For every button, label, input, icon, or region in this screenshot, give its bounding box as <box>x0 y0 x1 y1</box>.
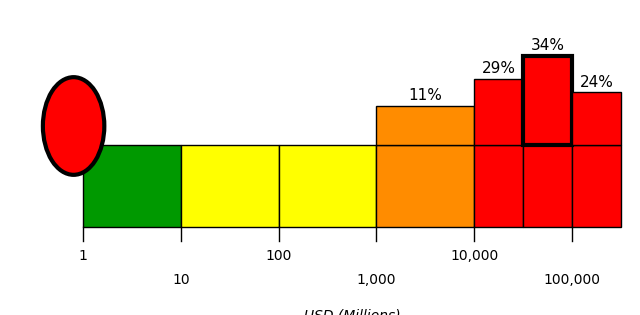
Bar <box>181 146 278 227</box>
Text: 100: 100 <box>266 249 292 263</box>
Bar <box>376 146 474 227</box>
Text: 10: 10 <box>172 273 189 287</box>
Text: USD (Millions): USD (Millions) <box>304 309 400 315</box>
Bar <box>572 92 621 146</box>
Bar <box>376 106 474 146</box>
Text: 1: 1 <box>79 249 88 263</box>
Text: 34%: 34% <box>531 38 564 53</box>
Text: 11%: 11% <box>408 88 442 103</box>
Bar <box>83 146 181 227</box>
Bar <box>278 146 376 227</box>
Text: 10,000: 10,000 <box>450 249 499 263</box>
Bar <box>523 56 572 146</box>
Bar <box>572 146 621 227</box>
Bar <box>474 79 523 146</box>
Text: 29%: 29% <box>482 61 516 76</box>
Text: 1,000: 1,000 <box>356 273 396 287</box>
Text: 100,000: 100,000 <box>543 273 600 287</box>
Bar <box>523 146 572 227</box>
Bar <box>474 146 523 227</box>
Text: 24%: 24% <box>579 75 613 90</box>
